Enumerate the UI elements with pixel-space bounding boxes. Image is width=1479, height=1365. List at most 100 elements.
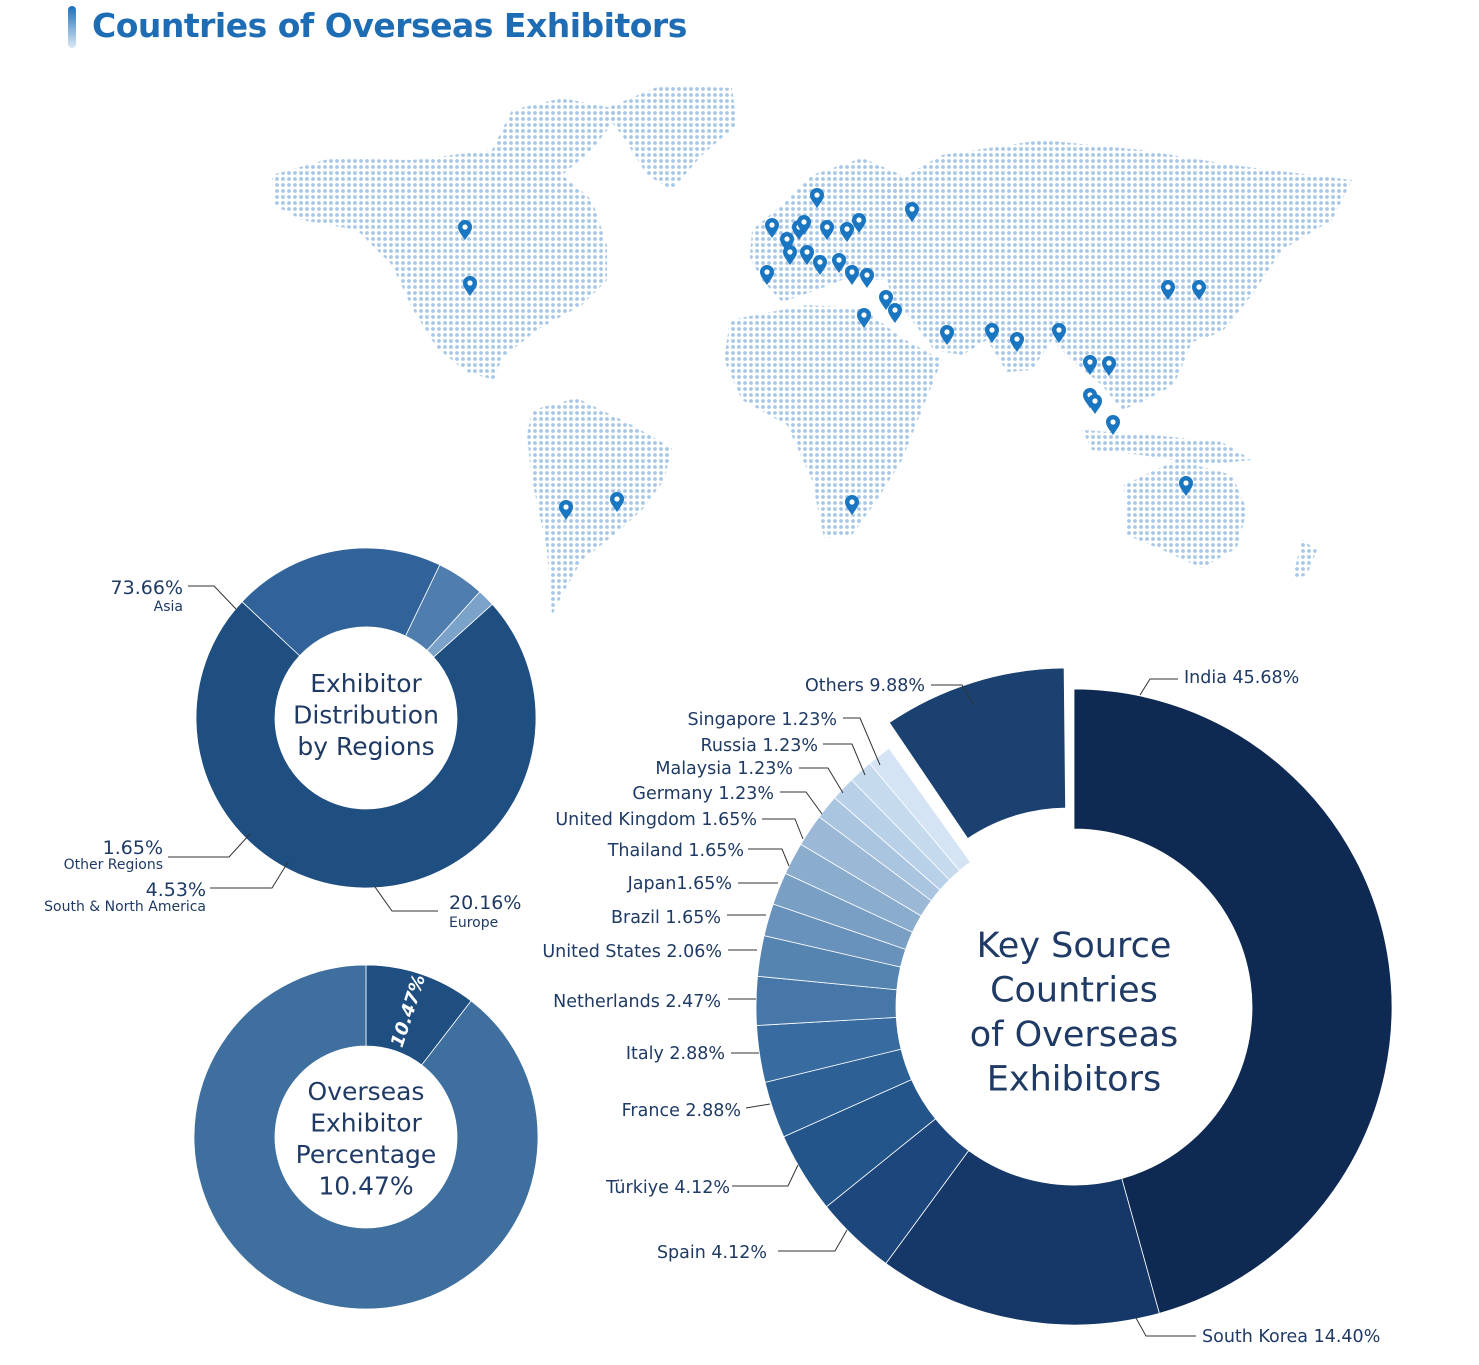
map-pin-icon: [800, 245, 814, 265]
leader-spain: [778, 1229, 848, 1252]
leader-others: [931, 684, 975, 706]
slice-domestic: [193, 964, 539, 1310]
map-pin-icon: [860, 268, 874, 288]
world-map: [272, 85, 1352, 615]
map-pin-icon: [888, 303, 902, 323]
map-pin-icon: [780, 232, 794, 252]
value-label-south-north-america: 4.53%: [146, 879, 206, 901]
map-pin-icon: [810, 188, 824, 208]
slice-singapore: [869, 747, 972, 872]
map-pin-icon: [760, 265, 774, 285]
map-pin-icon: [879, 290, 893, 310]
label-india: India 45.68%: [1184, 668, 1299, 688]
center-label-line: Exhibitor: [310, 1109, 422, 1138]
greenland: [602, 85, 737, 190]
map-pin-icon: [832, 253, 846, 273]
center-label-line: Exhibitors: [987, 1060, 1161, 1100]
leader-russia: [823, 743, 866, 776]
center-label-line: Countries: [990, 971, 1158, 1011]
value-label-asia: 73.66%: [111, 577, 183, 599]
leader-germany: [780, 791, 823, 815]
map-pin-icon: [1088, 394, 1102, 414]
leader-asia: [188, 585, 237, 610]
leader-t-rkiye: [732, 1164, 799, 1187]
center-label-line: 10.47%: [318, 1172, 413, 1201]
page-title: Countries of Overseas Exhibitors: [92, 6, 687, 45]
title-accent-bar: [68, 6, 76, 48]
label-thailand: Thailand 1.65%: [607, 841, 744, 861]
map-pin-icon: [852, 213, 866, 233]
center-label-line: by Regions: [297, 732, 434, 761]
map-pin-icon: [840, 222, 854, 242]
slice-others: [888, 667, 1066, 840]
label-others: Others 9.88%: [805, 676, 925, 696]
label-singapore: Singapore 1.23%: [688, 710, 837, 730]
map-pin-icon: [463, 276, 477, 296]
category-label-other-regions: Other Regions: [64, 857, 163, 873]
map-pin-icon: [1179, 476, 1193, 496]
map-pin-icon: [813, 255, 827, 275]
slice-europe: [241, 547, 441, 657]
map-pin-icon: [985, 323, 999, 343]
label-germany: Germany 1.23%: [632, 784, 774, 804]
label-brazil: Brazil 1.65%: [611, 908, 721, 928]
slice-asia: [195, 601, 537, 889]
map-pin-icon: [1106, 415, 1120, 435]
map-pin-icon: [610, 492, 624, 512]
center-label-line: of Overseas: [970, 1015, 1179, 1055]
slice-india: [1073, 688, 1393, 1314]
africa: [724, 305, 942, 538]
label-spain: Spain 4.12%: [657, 1243, 767, 1263]
map-pin-icon: [857, 308, 871, 328]
exhibitor-location-pins: [458, 188, 1206, 520]
label-russia: Russia 1.23%: [701, 736, 818, 756]
leader-thailand: [748, 848, 790, 867]
category-label-asia: Asia: [154, 599, 183, 615]
map-pin-icon: [1192, 280, 1206, 300]
label-t-rkiye: Türkiye 4.12%: [605, 1178, 730, 1198]
map-pin-icon: [820, 220, 834, 240]
leader-singapore: [843, 717, 881, 766]
leader-south-korea: [1135, 1317, 1196, 1337]
map-pin-icon: [845, 495, 859, 515]
leader-india: [1139, 678, 1178, 696]
value-label-europe: 20.16%: [449, 892, 521, 914]
label-united-states: United States 2.06%: [542, 942, 722, 962]
label-netherlands: Netherlands 2.47%: [553, 992, 721, 1012]
indonesia: [1082, 430, 1252, 465]
australia: [1124, 460, 1247, 568]
land-masses: [272, 85, 1352, 615]
category-label-europe: Europe: [449, 915, 498, 931]
map-pin-icon: [1010, 332, 1024, 352]
map-pin-icon: [905, 202, 919, 222]
label-malaysia: Malaysia 1.23%: [655, 759, 793, 779]
label-south-korea: South Korea 14.40%: [1202, 1327, 1380, 1347]
map-pin-icon: [783, 245, 797, 265]
center-label-line: Key Source: [977, 926, 1172, 966]
map-pin-icon: [1102, 356, 1116, 376]
center-label-line: Exhibitor: [310, 669, 422, 698]
map-pin-icon: [559, 500, 573, 520]
category-label-south-north-america: South & North America: [44, 899, 206, 915]
center-label-line: Overseas: [308, 1077, 425, 1106]
leader-other-regions: [168, 833, 251, 858]
value-label-other-regions: 1.65%: [103, 837, 163, 859]
slice-south-korea: [885, 1149, 1160, 1326]
leader-malaysia: [799, 767, 844, 794]
label-japan: Japan1.65%: [627, 874, 732, 894]
map-pin-icon: [1052, 323, 1066, 343]
leader-europe: [374, 886, 438, 912]
asia: [882, 140, 1352, 410]
map-pin-icon: [797, 215, 811, 235]
leader-south-north-america: [210, 861, 289, 889]
map-pin-icon: [845, 265, 859, 285]
leader-france: [745, 1103, 771, 1109]
map-pin-icon: [1083, 355, 1097, 375]
label-france: France 2.88%: [622, 1101, 741, 1121]
new-zealand: [1292, 540, 1317, 580]
center-label-line: Distribution: [293, 701, 439, 730]
center-label-line: Percentage: [296, 1140, 437, 1169]
leader-united-kingdom: [762, 818, 804, 840]
map-pin-icon: [1161, 280, 1175, 300]
